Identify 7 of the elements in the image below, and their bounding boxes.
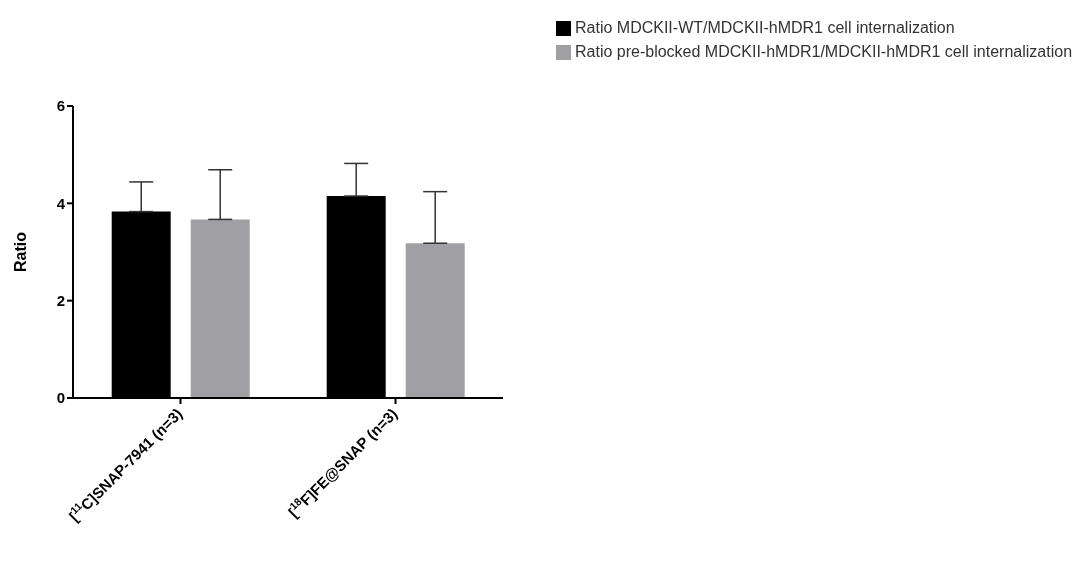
legend-label: Ratio MDCKII-WT/MDCKII-hMDR1 cell internalization bbox=[575, 19, 955, 36]
y-tick-label: 0 bbox=[56, 389, 65, 407]
y-tick-label: 6 bbox=[56, 97, 65, 115]
y-tick-label: 4 bbox=[56, 194, 66, 212]
legend-label: Ratio pre-blocked MDCKII-hMDR1/MDCKII-hMDR1 cell internalization bbox=[575, 43, 1073, 60]
y-axis-title: Ratio bbox=[11, 231, 29, 272]
y-tick-label: 2 bbox=[56, 291, 65, 309]
